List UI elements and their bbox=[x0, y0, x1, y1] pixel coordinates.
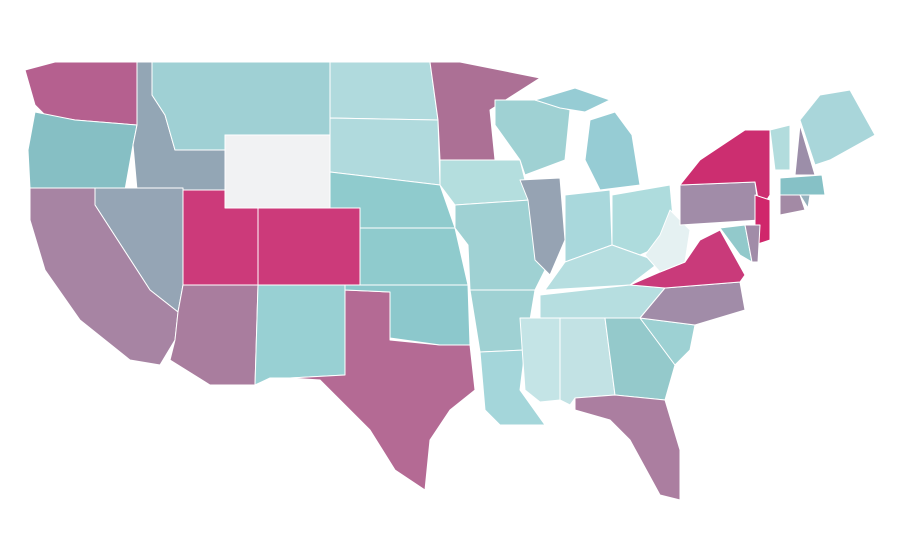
state bbox=[794, 124, 816, 176]
state bbox=[769, 124, 791, 171]
state bbox=[799, 194, 811, 209]
state bbox=[254, 284, 346, 386]
state bbox=[584, 111, 641, 191]
state bbox=[799, 89, 876, 166]
state bbox=[644, 209, 691, 273]
state bbox=[429, 61, 541, 161]
state bbox=[534, 87, 611, 113]
state bbox=[257, 207, 361, 286]
state bbox=[744, 224, 761, 263]
state bbox=[779, 194, 806, 216]
state bbox=[779, 174, 826, 196]
state bbox=[639, 281, 746, 326]
state bbox=[359, 227, 469, 286]
states bbox=[24, 61, 876, 501]
state bbox=[169, 284, 259, 386]
state bbox=[679, 181, 761, 226]
state bbox=[604, 317, 676, 401]
state bbox=[519, 177, 566, 276]
state bbox=[329, 61, 439, 121]
state bbox=[344, 284, 471, 346]
state bbox=[574, 394, 681, 501]
state bbox=[29, 187, 179, 366]
state bbox=[439, 159, 531, 206]
state bbox=[289, 289, 476, 491]
state bbox=[27, 111, 138, 191]
state bbox=[519, 317, 561, 403]
state bbox=[224, 134, 331, 209]
state bbox=[679, 129, 771, 211]
